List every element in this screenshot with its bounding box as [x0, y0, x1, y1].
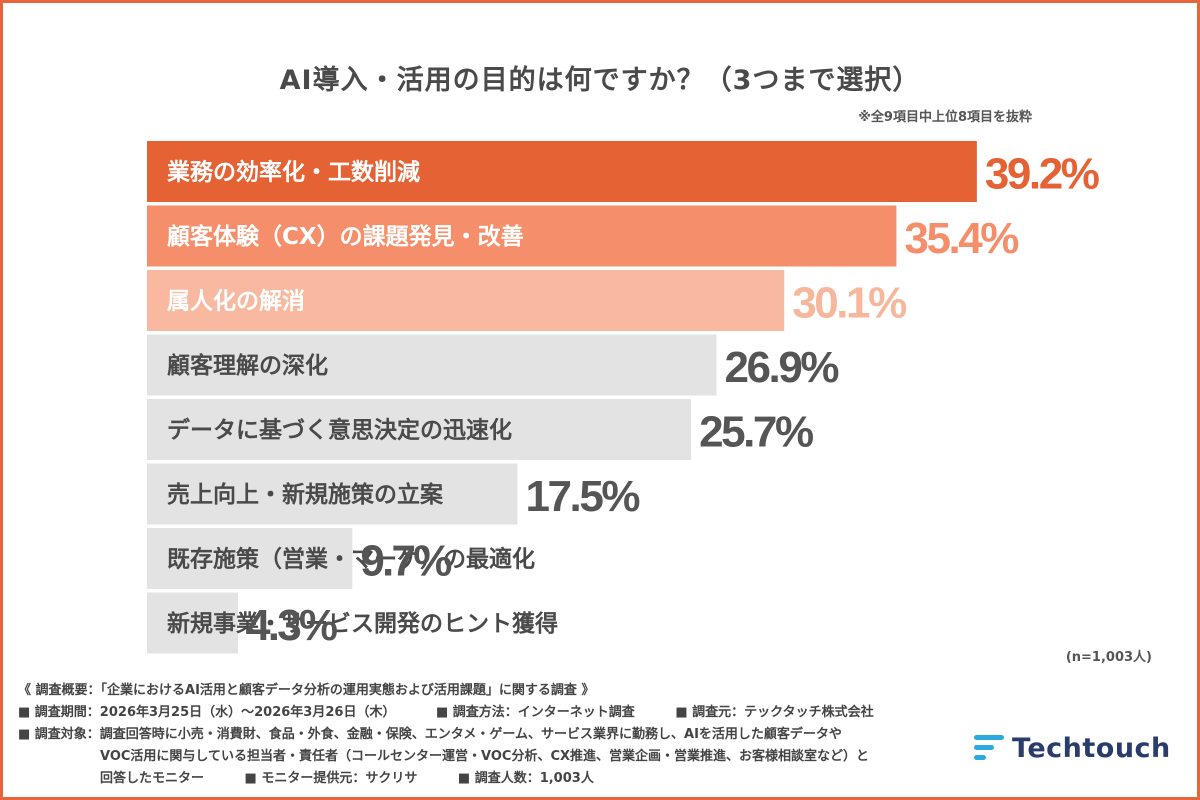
bar-value-2: 35.4%	[904, 214, 1019, 263]
bar-value-4: 26.9%	[724, 343, 839, 392]
bar-1	[147, 141, 977, 202]
bar-label-4: 顧客理解の深化	[167, 352, 328, 379]
bar-value-5: 25.7%	[699, 408, 814, 457]
bar-5	[147, 399, 692, 460]
bar-value-1: 39.2%	[985, 150, 1100, 199]
bar-7	[147, 528, 353, 589]
bar-label-2: 顧客体験（CX）の課題発見・改善	[167, 223, 524, 250]
survey-count: ■ 調査人数：1,003人	[457, 771, 594, 786]
bar-4	[147, 334, 717, 396]
survey-meta-row: ■ 調査期間：2026年3月25日（水）〜2026年3月26日（木） ■ 調査方…	[18, 702, 978, 724]
bar-8	[147, 592, 239, 654]
bar-value-3: 30.1%	[792, 279, 907, 328]
bar-label-6: 売上向上・新規施策の立案	[167, 481, 444, 508]
survey-overview: 《 調査概要：「企業におけるAI活用と顧客データ分析の運用実態および活用課題」に…	[18, 683, 595, 698]
bar-value-6: 17.5%	[525, 472, 640, 521]
bar-2	[147, 205, 897, 267]
techtouch-logo-icon	[974, 735, 1004, 760]
bar-label-8: 新規事業・サービス開発のヒント獲得	[167, 610, 558, 637]
bar-value-7: 9.7%	[360, 537, 452, 586]
survey-method: ■ 調査方法：インターネット調査	[435, 705, 635, 720]
survey-source: ■ 調査元：テックタッチ株式会社	[675, 705, 874, 720]
chart-title: AI導入・活用の目的は何ですか？（3つまで選択）	[279, 65, 921, 96]
bar-label-7: 既存施策（営業・マーケ）の最適化	[167, 546, 535, 573]
bar-3	[147, 270, 785, 331]
survey-target-1: ■ 調査対象：調査回答時に小売・消費財、食品・外食、金融・保険、エンタメ・ゲーム…	[18, 727, 842, 742]
survey-target-row-3: 回答したモニター ■ モニター提供元：サクリサ ■ 調査人数：1,003人	[18, 768, 978, 790]
survey-provider: ■ モニター提供元：サクリサ	[244, 771, 418, 786]
bar-value-8: 4.3%	[246, 601, 338, 650]
bar-label-1: 業務の効率化・工数削減	[166, 159, 420, 186]
bar-label-5: データに基づく意思決定の迅速化	[167, 417, 512, 444]
survey-target-3: 回答したモニター	[100, 771, 205, 786]
survey-footer: 《 調査概要：「企業におけるAI活用と顧客データ分析の運用実態および活用課題」に…	[18, 680, 978, 790]
bar-label-3: 属人化の解消	[167, 288, 305, 315]
sample-size: (n=1,003人)	[1065, 650, 1152, 665]
survey-period: ■ 調査期間：2026年3月25日（水）〜2026年3月26日（木）	[18, 705, 396, 720]
chart-note: ※全9項目中上位8項目を抜粋	[858, 110, 1032, 125]
company-logo: Techtouch	[972, 728, 1171, 768]
bar-6	[147, 463, 518, 525]
survey-target-2: VOC活用に関与している担当者・責任者（コールセンター運営・VOC分析、CX推進…	[100, 749, 870, 764]
logo-wordmark: Techtouch	[1012, 732, 1171, 764]
